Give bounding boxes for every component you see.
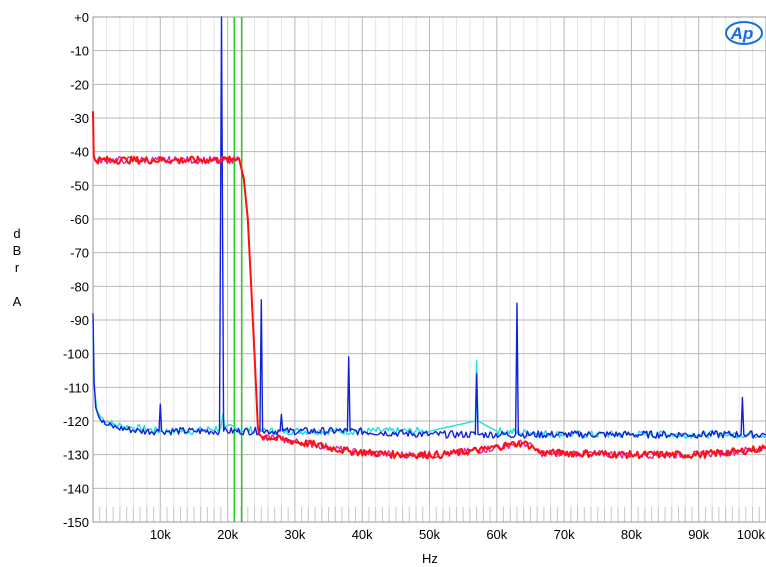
logo-text: Ap: [730, 24, 754, 43]
x-tick-label: 10k: [150, 527, 171, 542]
x-tick-label: 60k: [486, 527, 507, 542]
x-scale-tick-marks: [99, 507, 760, 522]
y-tick-label: -90: [70, 313, 89, 328]
x-tick-labels: 10k 20k 30k 40k 50k 60k 70k 80k 90k 100k: [150, 527, 766, 542]
y-tick-label: -50: [70, 178, 89, 193]
y-axis-label-letter: B: [13, 243, 22, 258]
y-tick-label: -150: [63, 515, 89, 530]
y-tick-label: -140: [63, 481, 89, 496]
audio-precision-logo: Ap: [725, 21, 763, 45]
y-axis-label: dBr A: [13, 226, 22, 309]
x-tick-label: 40k: [352, 527, 373, 542]
x-tick-label: 20k: [217, 527, 238, 542]
y-tick-label: -40: [70, 145, 89, 160]
y-tick-label: -120: [63, 414, 89, 429]
y-tick-label: -80: [70, 279, 89, 294]
y-tick-labels: +0 -10 -20 -30 -40 -50 -60 -70 -80 -90 -100 -110 -12…: [63, 10, 89, 530]
y-axis-label-letter: d: [13, 226, 20, 241]
major-gridlines: [93, 16, 766, 523]
y-axis-label-letter: A: [13, 294, 22, 309]
x-tick-label: 100k: [737, 527, 766, 542]
y-tick-label: -70: [70, 246, 89, 261]
y-tick-label: -20: [70, 77, 89, 92]
data-series: [92, 16, 766, 460]
series-line-spectrum-blue: [92, 16, 766, 439]
y-tick-label: -110: [64, 380, 89, 395]
y-axis-label-letter: r: [15, 260, 20, 275]
x-tick-label: 50k: [419, 527, 440, 542]
y-tick-label: -30: [70, 111, 89, 126]
y-tick-label: -60: [70, 212, 89, 227]
x-tick-label: 70k: [554, 527, 575, 542]
minor-gridlines: [105, 17, 754, 522]
y-tick-label: +0: [74, 10, 89, 25]
plot-area: [92, 16, 766, 523]
series-line-spectrum-red: [92, 111, 766, 460]
x-tick-label: 90k: [688, 527, 709, 542]
x-tick-label: 30k: [284, 527, 305, 542]
y-tick-label: -10: [70, 44, 89, 59]
frequency-markers: [233, 17, 243, 522]
plot-border: [92, 16, 766, 523]
y-tick-label: -130: [63, 448, 89, 463]
x-axis-label: Hz: [422, 551, 438, 566]
y-tick-label: -100: [63, 347, 89, 362]
x-tick-label: 80k: [621, 527, 642, 542]
